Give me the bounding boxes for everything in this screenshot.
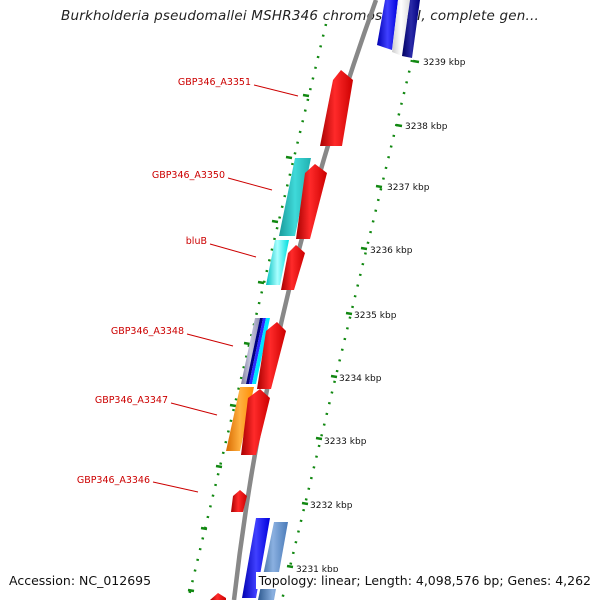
gene-label[interactable]: GBP346_A3346	[77, 475, 150, 486]
scale-tick-label: 3231 kbp	[296, 565, 339, 575]
gene-white-top[interactable]	[392, 0, 410, 56]
gene-cyan[interactable]	[266, 240, 289, 285]
right-major-ticks	[286, 59, 420, 569]
gene-blue-top[interactable]	[377, 0, 398, 50]
gene-lavender[interactable]	[241, 318, 260, 384]
accession-text: Accession: NC_012695	[6, 572, 155, 589]
scale-tick-label: 3238 kbp	[405, 122, 448, 132]
gene-label[interactable]: bluB	[186, 236, 207, 247]
chromosome-backbone	[231, 0, 379, 600]
gene-orange[interactable]	[226, 387, 254, 451]
scale-tick-label: 3232 kbp	[310, 501, 353, 511]
scale-tick-label: 3235 kbp	[354, 311, 397, 321]
gene-navy-top[interactable]	[402, 0, 420, 58]
gene-red-bottom[interactable]	[210, 593, 226, 600]
leader-line	[152, 481, 199, 493]
gene-red-blub[interactable]	[281, 245, 305, 290]
map-title: Burkholderia pseudomallei MSHR346 chromo…	[61, 8, 539, 24]
gene-red-a3351[interactable]	[320, 70, 353, 146]
gene-blue-lower[interactable]	[242, 518, 270, 598]
gene-label[interactable]: GBP346_A3351	[178, 77, 251, 88]
leader-line	[253, 84, 299, 97]
left-major-ticks	[187, 93, 310, 593]
gene-navy[interactable]	[246, 318, 263, 384]
scale-tick-label: 3234 kbp	[339, 374, 382, 384]
scale-tick-label: 3236 kbp	[370, 246, 413, 256]
gene-label[interactable]: GBP346_A3350	[152, 170, 225, 181]
leader-line	[170, 402, 218, 416]
gene-label[interactable]: GBP346_A3348	[111, 326, 184, 337]
gene-teal[interactable]	[279, 158, 311, 236]
scale-tick-label: 3239 kbp	[423, 58, 466, 68]
leader-line	[227, 177, 273, 191]
gene-red-a3347[interactable]	[241, 389, 270, 455]
topology-summary: Topology: linear; Length: 4,098,576 bp; …	[255, 572, 594, 589]
leader-line	[209, 243, 257, 258]
right-scale-guide	[280, 59, 414, 600]
scale-tick-label: 3237 kbp	[387, 183, 430, 193]
gene-red-a3350[interactable]	[296, 164, 327, 239]
leader-line	[186, 333, 234, 347]
gene-red-a3346[interactable]	[231, 490, 247, 512]
gene-red-a3348[interactable]	[257, 322, 286, 389]
left-scale-guide	[186, 23, 328, 600]
scale-tick-label: 3233 kbp	[324, 437, 367, 447]
gene-label[interactable]: GBP346_A3347	[95, 395, 168, 406]
gene-blue-small[interactable]	[249, 318, 266, 384]
